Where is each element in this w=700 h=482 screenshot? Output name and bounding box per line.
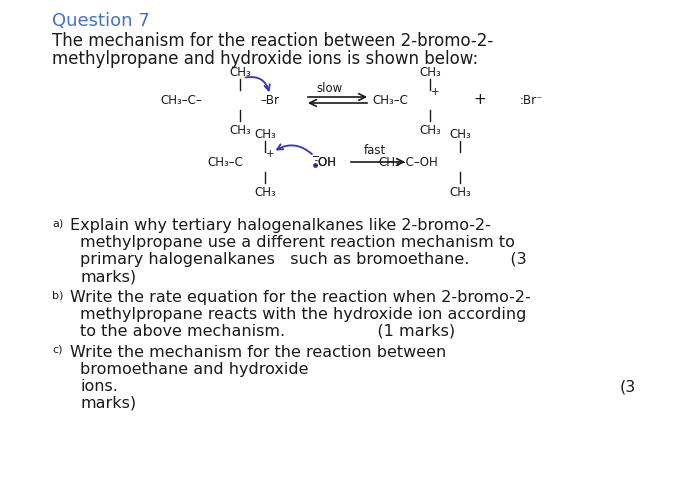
Text: methylpropane reacts with the hydroxide ion according: methylpropane reacts with the hydroxide … — [80, 307, 526, 322]
Text: CH₃–C–: CH₃–C– — [160, 94, 202, 107]
Text: slow: slow — [317, 81, 343, 94]
Text: CH₃: CH₃ — [229, 123, 251, 136]
Text: to the above mechanism.                  (1 marks): to the above mechanism. (1 marks) — [80, 324, 455, 339]
Text: +: + — [430, 87, 440, 97]
Text: CH₃: CH₃ — [449, 186, 471, 199]
Text: fast: fast — [364, 144, 386, 157]
Text: :OH: :OH — [315, 156, 337, 169]
Text: CH₃–C: CH₃–C — [207, 156, 243, 169]
Text: CH₃: CH₃ — [229, 66, 251, 79]
Text: (3: (3 — [620, 379, 636, 394]
Text: CH₃–C–OH: CH₃–C–OH — [378, 156, 438, 169]
Text: bromoethane and hydroxide: bromoethane and hydroxide — [80, 362, 309, 377]
Text: –Br: –Br — [260, 94, 279, 107]
Text: The mechanism for the reaction between 2-bromo-2-: The mechanism for the reaction between 2… — [52, 32, 494, 50]
Text: Write the mechanism for the reaction between: Write the mechanism for the reaction bet… — [70, 345, 447, 360]
Text: b): b) — [52, 290, 64, 300]
Text: :̅OH: :̅OH — [315, 156, 337, 169]
Text: ions.: ions. — [80, 379, 118, 394]
Text: Explain why tertiary halogenalkanes like 2-bromo-2-: Explain why tertiary halogenalkanes like… — [70, 218, 491, 233]
Text: methylpropane and hydroxide ions is shown below:: methylpropane and hydroxide ions is show… — [52, 50, 478, 68]
Text: a): a) — [52, 218, 63, 228]
Text: :Br⁻: :Br⁻ — [520, 94, 543, 107]
Text: Write the rate equation for the reaction when 2-bromo-2-: Write the rate equation for the reaction… — [70, 290, 531, 305]
Text: CH₃: CH₃ — [419, 66, 441, 79]
Text: Question 7: Question 7 — [52, 12, 150, 30]
Text: +: + — [266, 149, 274, 159]
Text: marks): marks) — [80, 269, 136, 284]
Text: marks): marks) — [80, 396, 136, 411]
Text: CH₃: CH₃ — [419, 123, 441, 136]
Text: CH₃: CH₃ — [449, 128, 471, 140]
Text: c): c) — [52, 345, 62, 355]
Text: +: + — [474, 93, 486, 107]
Text: methylpropane use a different reaction mechanism to: methylpropane use a different reaction m… — [80, 235, 515, 250]
Text: primary halogenalkanes   such as bromoethane.        (3: primary halogenalkanes such as bromoetha… — [80, 252, 526, 267]
Text: CH₃: CH₃ — [254, 186, 276, 199]
Text: CH₃: CH₃ — [254, 128, 276, 140]
Text: CH₃–C: CH₃–C — [372, 94, 408, 107]
